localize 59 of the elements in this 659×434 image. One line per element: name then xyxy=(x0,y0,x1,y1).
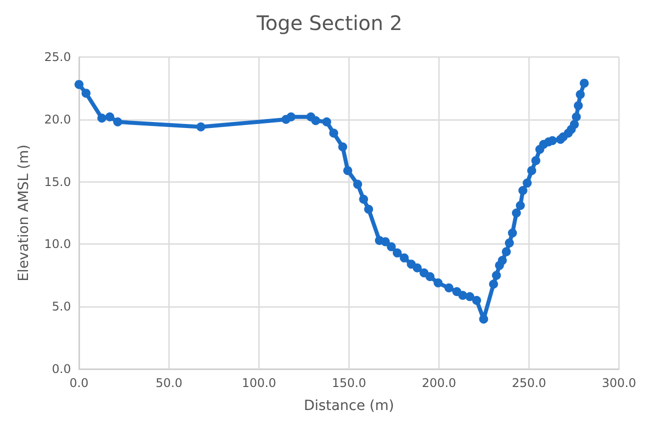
point xyxy=(516,201,525,210)
point xyxy=(444,283,454,292)
point xyxy=(380,237,390,246)
chart-title: Toge Section 2 xyxy=(256,11,402,35)
point xyxy=(580,78,589,88)
x-tick-label: 100.0 xyxy=(242,376,276,390)
x-axis-title: Distance (m) xyxy=(304,398,394,414)
y-tick-label: 10.0 xyxy=(44,237,71,252)
point xyxy=(343,166,352,176)
point xyxy=(113,117,122,126)
point xyxy=(508,228,517,238)
point xyxy=(522,178,532,188)
y-tick-label: 20.0 xyxy=(44,112,71,126)
point xyxy=(518,186,528,196)
point xyxy=(82,88,91,98)
y-tick-label: 25.0 xyxy=(44,50,71,64)
point xyxy=(74,80,84,89)
point xyxy=(353,180,362,189)
point xyxy=(527,166,536,176)
point xyxy=(504,238,514,248)
point xyxy=(386,242,396,252)
point xyxy=(472,296,482,305)
x-tick-label: 150.0 xyxy=(332,376,366,390)
point xyxy=(311,116,320,126)
point xyxy=(105,112,114,122)
point xyxy=(570,120,579,129)
point xyxy=(196,122,206,132)
x-tick-label: 0.0 xyxy=(69,376,89,390)
y-tick-label: 15.0 xyxy=(44,174,71,189)
point xyxy=(479,314,488,324)
point xyxy=(434,278,443,288)
point xyxy=(502,247,511,256)
point xyxy=(576,90,585,99)
point xyxy=(364,204,374,214)
point xyxy=(512,208,521,218)
point xyxy=(531,156,540,166)
y-tick-label: 5.0 xyxy=(52,300,71,314)
y-tick-label: 0.0 xyxy=(52,362,71,376)
point xyxy=(572,112,581,122)
point xyxy=(465,292,474,302)
point xyxy=(329,128,338,138)
y-axis-title: Elevation AMSL (m) xyxy=(16,144,32,282)
x-tick-label: 50.0 xyxy=(156,376,182,390)
point xyxy=(426,272,434,282)
point xyxy=(492,270,501,280)
point xyxy=(286,112,296,122)
point xyxy=(392,248,402,258)
point xyxy=(97,114,106,123)
point xyxy=(359,194,368,204)
x-tick-label: 250.0 xyxy=(512,376,546,390)
point xyxy=(322,117,332,126)
point xyxy=(400,253,409,262)
point xyxy=(498,256,507,265)
point xyxy=(489,280,498,289)
point xyxy=(574,101,583,110)
point xyxy=(412,263,422,272)
x-tick-label: 200.0 xyxy=(422,376,456,390)
x-tick-label: 300.0 xyxy=(602,376,636,390)
point xyxy=(338,142,348,152)
